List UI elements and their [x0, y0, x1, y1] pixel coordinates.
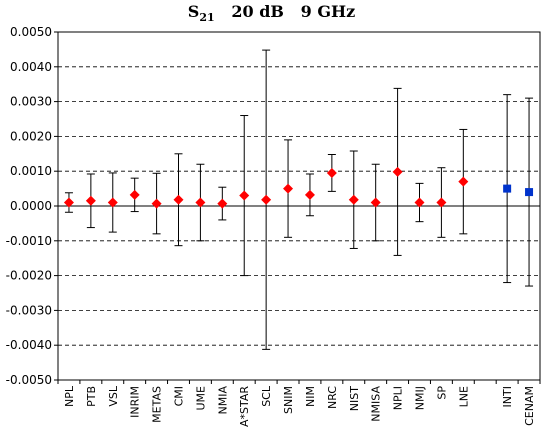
x-tick-label: PTB — [85, 386, 98, 407]
title-symbol: S — [187, 2, 200, 21]
x-axis: NPL PTB VSL INRIM METAS CMI UME NMIA A*STAR SCL SN… — [57, 205, 541, 427]
point-nim — [304, 189, 315, 200]
x-tick-label: INRIM — [129, 386, 142, 418]
x-tick-label: LNE — [457, 386, 470, 407]
y-tick-label: -0.0030 — [6, 303, 52, 317]
point-ptb — [85, 195, 96, 206]
point-cmi — [173, 194, 184, 205]
title-subscript: 21 — [199, 11, 215, 25]
data-points — [63, 166, 534, 209]
point-lne — [458, 176, 469, 187]
point-nrc — [326, 167, 337, 178]
x-tick-label: INTI — [501, 386, 514, 407]
x-tick-label: UME — [194, 386, 207, 411]
y-tick-label: 0.0020 — [10, 129, 52, 143]
x-tick-label: SNIM — [282, 386, 295, 414]
point-astar — [239, 190, 250, 201]
x-tick-label: NIST — [348, 386, 361, 411]
x-tick-label: NPL — [63, 385, 76, 407]
x-tick-label: NMIJ — [414, 386, 427, 410]
x-tick-label: NMISA — [370, 386, 383, 422]
x-tick-label: VSL — [107, 385, 120, 407]
y-axis: 0.0050 0.0040 0.0030 0.0020 0.0010 0.0000 -0.0… — [6, 25, 58, 387]
y-tick-label: -0.0050 — [6, 373, 52, 387]
point-ume — [195, 197, 206, 208]
point-inrim — [129, 189, 140, 200]
point-inti — [503, 184, 512, 193]
point-nist — [348, 194, 359, 205]
point-nmia — [217, 198, 228, 209]
point-cenam — [525, 188, 534, 197]
point-nmij — [414, 197, 425, 208]
y-tick-label: -0.0020 — [6, 269, 52, 283]
x-tick-label: CMI — [173, 386, 186, 406]
x-tick-label: A*STAR — [238, 386, 251, 427]
point-sp — [436, 197, 447, 208]
y-tick-label: 0.0010 — [10, 164, 52, 178]
x-tick-label: NRC — [326, 386, 339, 409]
x-tick-label: METAS — [151, 386, 164, 423]
point-npl — [63, 197, 74, 208]
point-metas — [151, 198, 162, 209]
y-tick-label: 0.0040 — [10, 60, 52, 74]
x-tick-label: NIM — [304, 386, 317, 407]
x-tick-label: CENAM — [523, 386, 536, 426]
point-scl — [261, 194, 272, 205]
x-tick-label: NMIA — [216, 386, 229, 415]
point-snim — [283, 183, 294, 194]
x-tick-label: NPLI — [392, 386, 405, 410]
title-rest: 20 dB 9 GHz — [214, 2, 356, 21]
y-tick-label: -0.0040 — [6, 338, 52, 352]
chart-title: S21 20 dB 9 GHz — [0, 2, 543, 24]
point-npli — [392, 166, 403, 177]
y-tick-label: 0.0050 — [10, 25, 52, 39]
y-tick-label: 0.0030 — [10, 95, 52, 109]
y-tick-label: -0.0010 — [6, 234, 52, 248]
y-tick-label: 0.0000 — [10, 199, 52, 213]
point-nmisa — [370, 197, 381, 208]
x-tick-label: SCL — [260, 385, 273, 407]
x-tick-label: SP — [435, 386, 448, 400]
point-vsl — [107, 197, 118, 208]
